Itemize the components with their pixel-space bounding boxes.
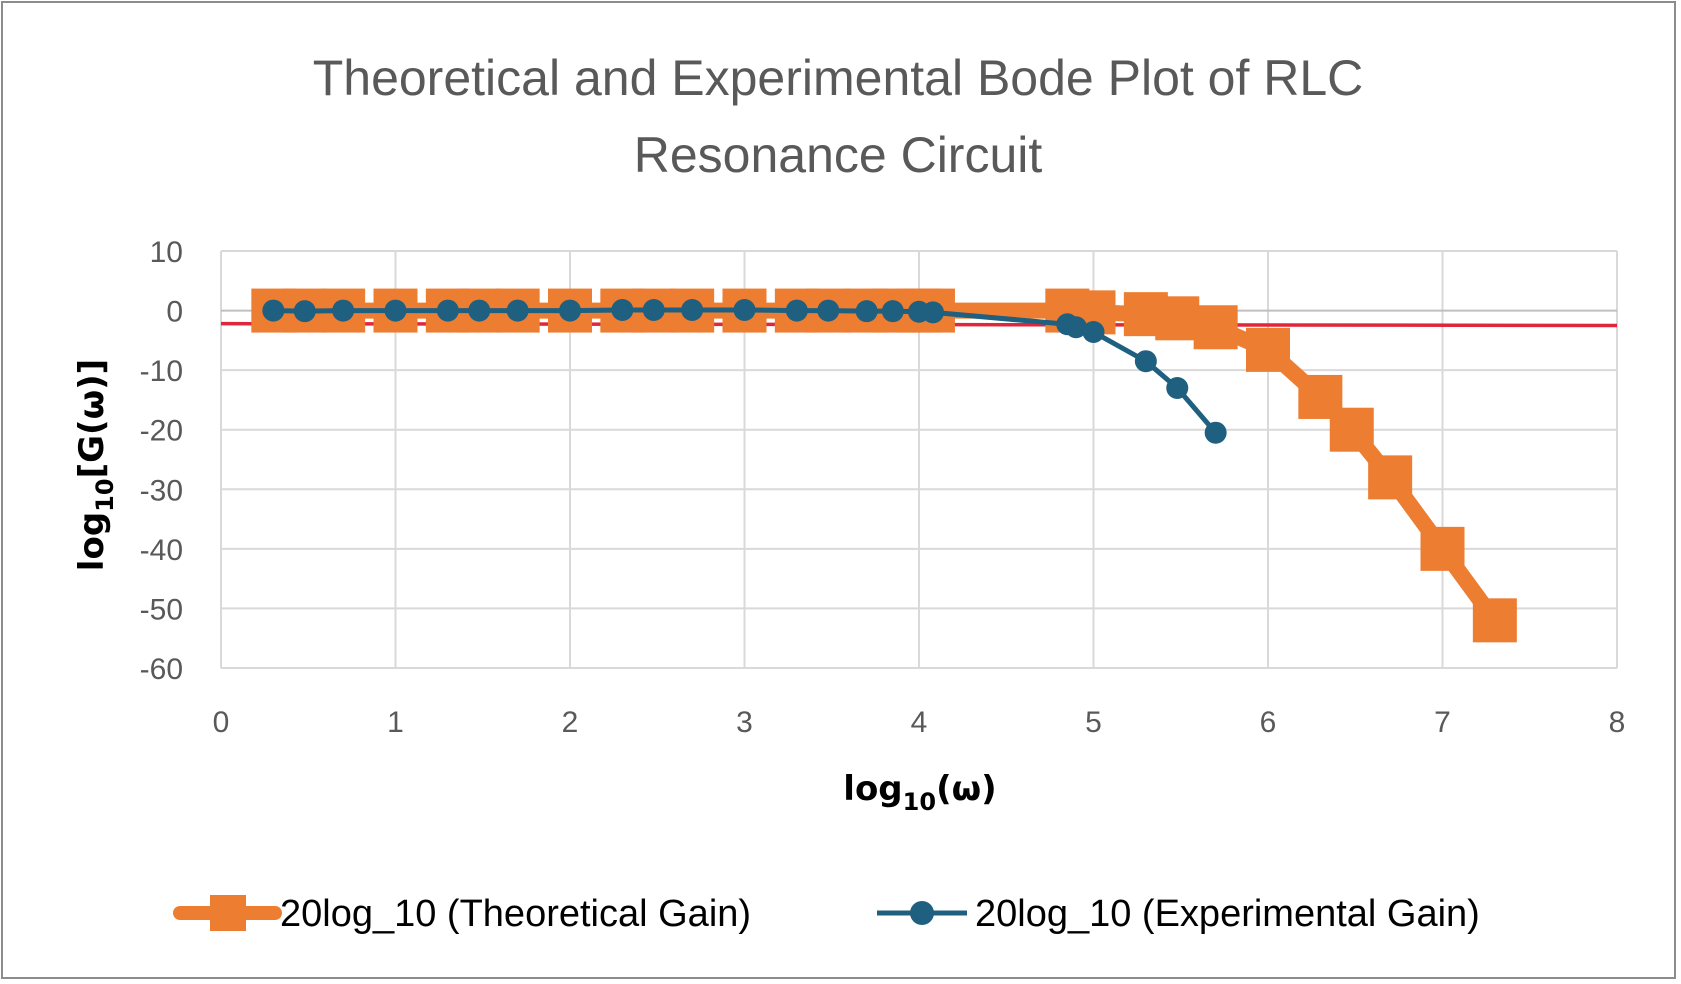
theoretical-point [1368, 455, 1413, 500]
experimental-point [785, 299, 808, 322]
theoretical-gain-line [265, 302, 1503, 629]
experimental-point [733, 298, 756, 321]
theoretical-point [1420, 526, 1465, 571]
experimental-point [1204, 421, 1227, 444]
experimental-point [817, 299, 840, 322]
y-axis-title-tail: [G(ω)] [72, 359, 112, 479]
y-tick-label: -50 [140, 593, 183, 626]
y-tick-label: -40 [140, 534, 183, 567]
y-axis-title-subscript: 10 [91, 478, 119, 511]
legend-entry-theoretical: 20log_10 (Theoretical Gain) [173, 893, 751, 935]
chart-title-line-2: Resonance Circuit [634, 127, 1043, 183]
theoretical-point [1193, 305, 1238, 350]
experimental-point [293, 300, 316, 323]
y-tick-label: 10 [150, 236, 183, 269]
x-tick-label: 1 [387, 706, 404, 739]
experimental-point [881, 300, 904, 323]
experimental-point [1082, 321, 1105, 344]
x-axis-title-subscript: 10 [903, 788, 936, 816]
legend-experimental-marker [910, 901, 934, 925]
legend-theoretical-label: 20log_10 (Theoretical Gain) [280, 893, 751, 935]
x-tick-label: 0 [213, 706, 230, 739]
tick-labels: 0 1 2 3 4 5 6 7 8 10 0 -10 -20 -30 -40 -50 -60 [140, 236, 1626, 739]
theoretical-point [1472, 598, 1517, 643]
y-tick-label: -60 [140, 653, 183, 686]
experimental-point [436, 299, 459, 322]
x-tick-label: 8 [1609, 706, 1626, 739]
experimental-point [559, 299, 581, 322]
experimental-point [262, 299, 285, 322]
experimental-point [384, 299, 407, 322]
x-tick-label: 2 [562, 706, 579, 739]
y-axis-title-main: log [72, 512, 112, 571]
experimental-point [1065, 316, 1088, 339]
y-tick-label: 0 [166, 296, 183, 329]
y-tick-label: -10 [140, 355, 183, 388]
theoretical-point [1155, 296, 1200, 341]
experimental-point [921, 301, 944, 324]
x-tick-label: 3 [736, 706, 753, 739]
x-axis-title-main: log [843, 769, 902, 809]
legend-entry-experimental: 20log_10 (Experimental Gain) [877, 893, 1480, 935]
experimental-point [1166, 377, 1189, 400]
x-tick-label: 4 [911, 706, 928, 739]
chart-title-line-1: Theoretical and Experimental Bode Plot o… [313, 50, 1364, 106]
theoretical-point [1329, 407, 1374, 452]
y-axis-title: log10[G(ω)] [72, 359, 119, 571]
experimental-point [681, 298, 704, 321]
experimental-point [611, 298, 634, 321]
series-theoretical [251, 288, 1517, 643]
series-experimental [262, 298, 1227, 444]
legend-experimental-label: 20log_10 (Experimental Gain) [975, 893, 1480, 935]
x-tick-label: 5 [1085, 706, 1102, 739]
x-tick-label: 6 [1260, 706, 1277, 739]
experimental-point [506, 299, 529, 322]
x-axis-title-tail: (ω) [936, 769, 997, 809]
y-tick-label: -20 [140, 415, 183, 448]
theoretical-point [1246, 327, 1290, 372]
x-tick-label: 7 [1434, 706, 1451, 739]
experimental-point [855, 300, 878, 323]
experimental-point [1134, 350, 1157, 373]
experimental-point [642, 298, 665, 321]
x-axis-title: log10(ω) [843, 769, 996, 816]
y-tick-label: -30 [140, 474, 183, 507]
legend: 20log_10 (Theoretical Gain) 20log_10 (Ex… [173, 893, 1480, 935]
legend-theoretical-marker [210, 895, 246, 931]
experimental-point [332, 299, 355, 322]
experimental-point [468, 299, 491, 322]
series-layer [251, 288, 1517, 643]
